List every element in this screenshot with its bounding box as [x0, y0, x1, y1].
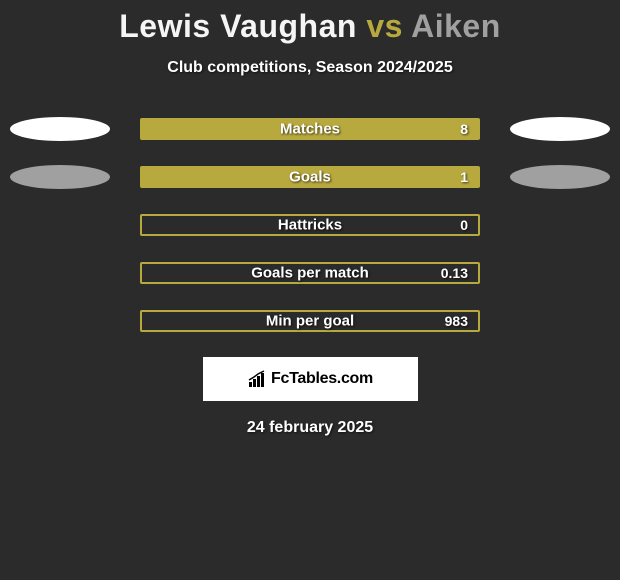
- stat-value: 1: [460, 169, 468, 185]
- comparison-widget: Lewis Vaughan vs Aiken Club competitions…: [0, 0, 620, 580]
- stat-row-hattricks: Hattricks 0: [0, 213, 620, 237]
- chart-icon: [247, 370, 267, 388]
- stat-label: Matches: [280, 121, 340, 138]
- stat-label: Goals per match: [251, 265, 369, 282]
- stat-bar: Goals 1: [140, 166, 480, 188]
- player2-marker: [510, 117, 610, 141]
- stat-value: 0: [460, 217, 468, 233]
- player2-marker: [510, 165, 610, 189]
- watermark-inner: FcTables.com: [247, 370, 373, 388]
- watermark: FcTables.com: [203, 357, 418, 401]
- player1-name: Lewis Vaughan: [119, 8, 357, 44]
- date-label: 24 february 2025: [0, 419, 620, 437]
- stat-row-goals: Goals 1: [0, 165, 620, 189]
- stat-value: 8: [460, 121, 468, 137]
- stat-bar: Matches 8: [140, 118, 480, 140]
- player1-marker: [10, 165, 110, 189]
- stat-bar: Min per goal 983: [140, 310, 480, 332]
- stat-value: 0.13: [441, 265, 468, 281]
- page-title: Lewis Vaughan vs Aiken: [0, 0, 620, 45]
- watermark-text: FcTables.com: [271, 370, 373, 388]
- stat-row-matches: Matches 8: [0, 117, 620, 141]
- player1-marker: [10, 117, 110, 141]
- stat-bar: Hattricks 0: [140, 214, 480, 236]
- stat-row-min-per-goal: Min per goal 983: [0, 309, 620, 333]
- stats-area: Matches 8 Goals 1 Hattricks 0 Goals per …: [0, 117, 620, 333]
- stat-label: Hattricks: [278, 217, 342, 234]
- stat-bar: Goals per match 0.13: [140, 262, 480, 284]
- vs-separator: vs: [366, 8, 403, 44]
- stat-value: 983: [445, 313, 468, 329]
- player2-name: Aiken: [411, 8, 501, 44]
- stat-label: Goals: [289, 169, 331, 186]
- stat-label: Min per goal: [266, 313, 354, 330]
- subtitle: Club competitions, Season 2024/2025: [0, 59, 620, 77]
- stat-row-goals-per-match: Goals per match 0.13: [0, 261, 620, 285]
